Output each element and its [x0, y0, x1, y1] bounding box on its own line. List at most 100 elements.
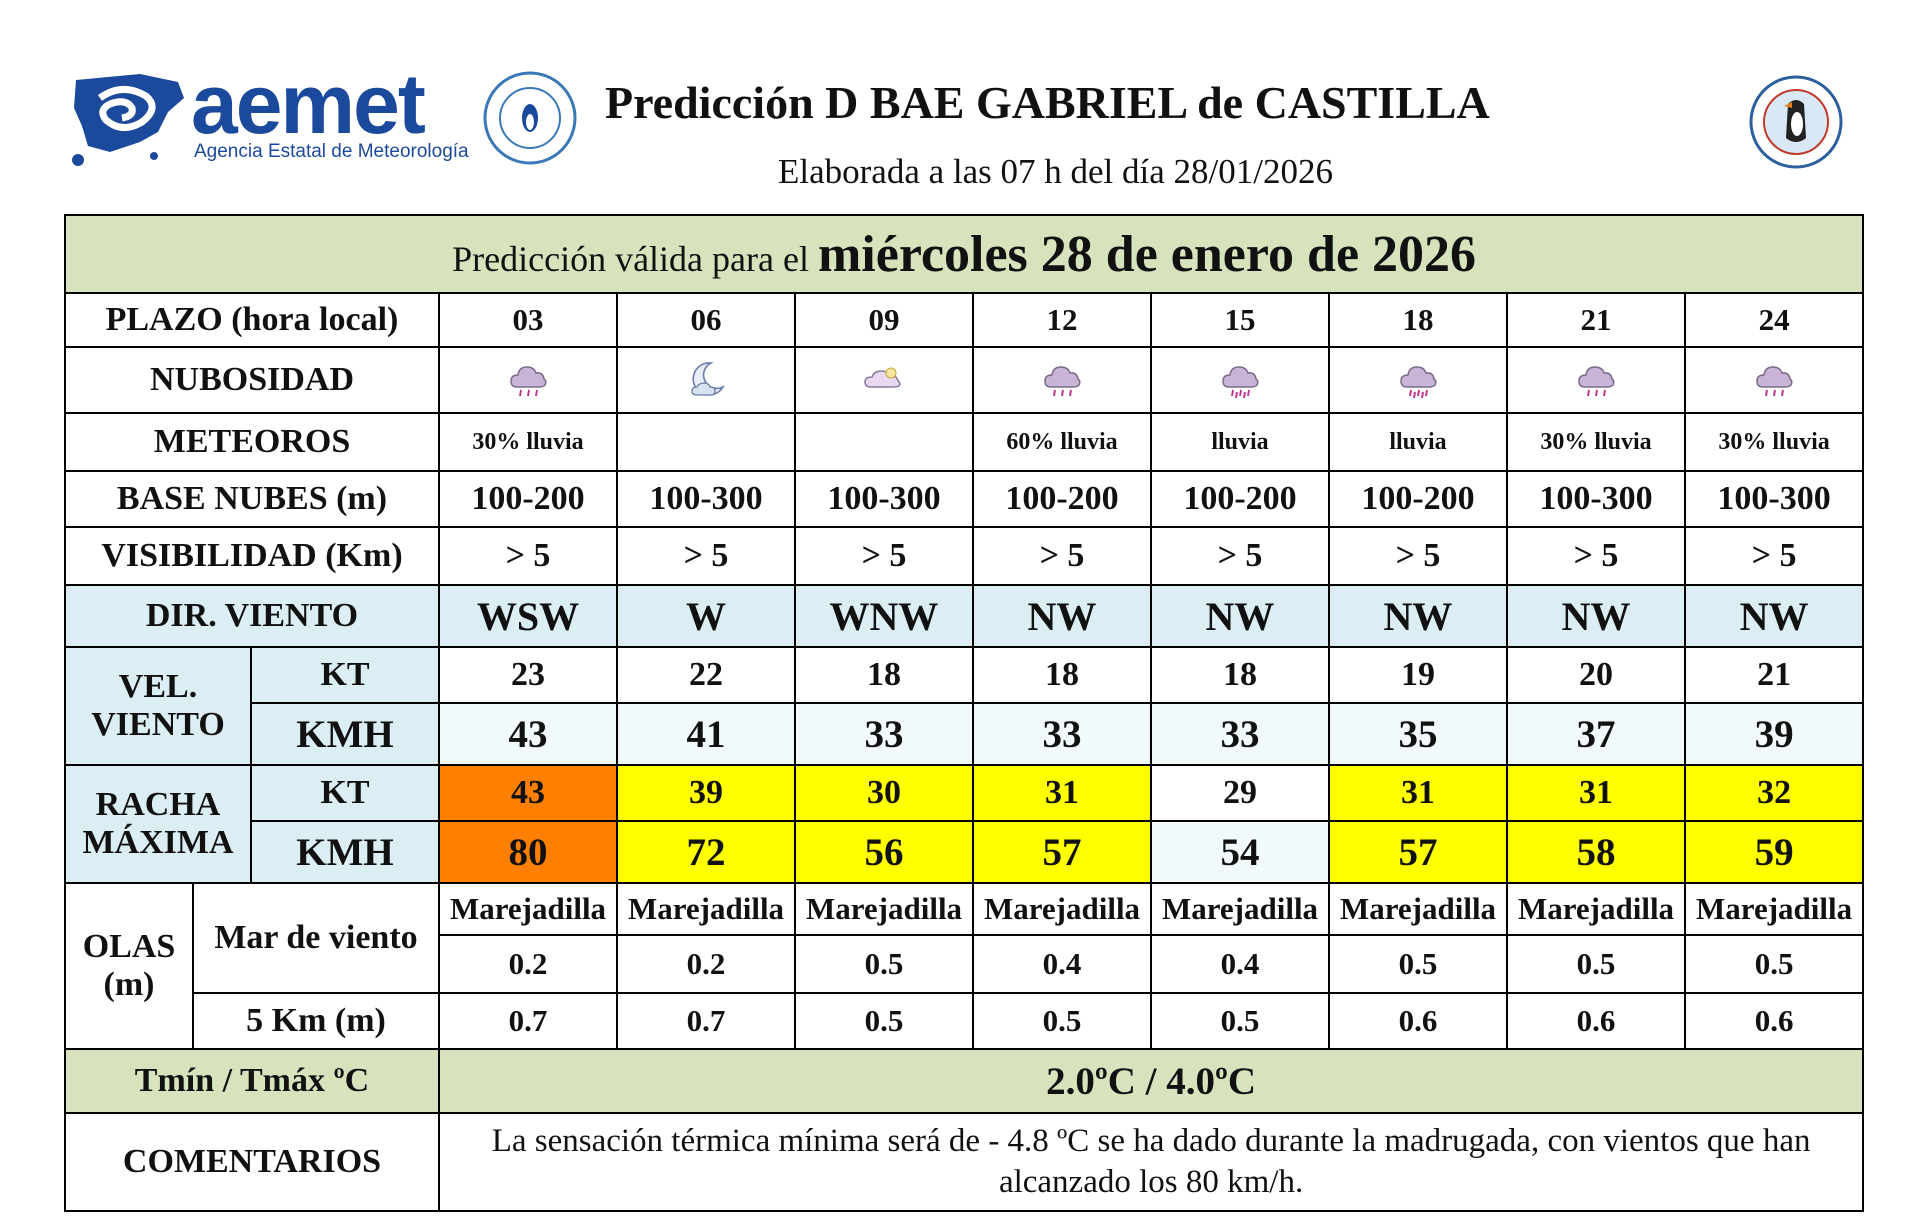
validity-date: miércoles 28 de enero de 2026: [817, 225, 1477, 283]
nubosidad-label: NUBOSIDAD: [64, 346, 440, 414]
cloud-icon: [797, 357, 971, 403]
cinco-km-value-cell: 0.5: [972, 992, 1152, 1050]
cinco-km-value-cell: 0.6: [1683, 992, 1865, 1050]
cinco-km-value-cell: 0.7: [438, 992, 618, 1050]
base-nubes-cell: 100-300: [616, 470, 796, 528]
meteoros-cell: [616, 412, 796, 472]
cloud-rain-icon: [975, 357, 1149, 403]
vel-kmh-cell: 39: [1683, 702, 1865, 766]
racha-kt-cell: 31: [972, 764, 1152, 822]
cloud-cell: [438, 346, 618, 414]
cloud-heavy-rain-icon: [1331, 357, 1505, 403]
vel-label-line1: VEL.: [118, 668, 198, 705]
cloud-heavy-rain-icon: [1153, 357, 1327, 403]
cinco-km-value-cell: 0.6: [1328, 992, 1508, 1050]
hour-cell: 18: [1328, 292, 1508, 348]
mar-viento-value-cell: 0.5: [1328, 934, 1508, 994]
meteoros-cell: 30% lluvia: [1506, 412, 1686, 472]
racha-kt-cell: 31: [1328, 764, 1508, 822]
mar-viento-value-cell: 0.5: [1683, 934, 1865, 994]
racha-kmh-label: KMH: [250, 820, 440, 884]
visibilidad-cell: > 5: [616, 526, 796, 586]
vel-kt-cell: 18: [1150, 646, 1330, 704]
mar-viento-cell: Marejadilla: [1506, 882, 1686, 936]
racha-kt-cell: 32: [1683, 764, 1865, 822]
visibilidad-cell: > 5: [972, 526, 1152, 586]
temperature-value: 2.0ºC / 4.0ºC: [437, 1048, 1865, 1114]
vel-viento-label: VEL. VIENTO: [64, 646, 252, 766]
mar-viento-value-cell: 0.2: [616, 934, 796, 994]
racha-label-line2: MÁXIMA: [82, 824, 234, 861]
validity-banner: Predicción válida para el miércoles 28 d…: [63, 214, 1865, 294]
olas-label-line1: OLAS: [82, 928, 176, 965]
mar-viento-value-cell: 0.5: [794, 934, 974, 994]
vel-kmh-cell: 33: [794, 702, 974, 766]
cloud-rain-icon: [441, 357, 615, 403]
cloud-cell: [1683, 346, 1865, 414]
vel-kmh-cell: 41: [616, 702, 796, 766]
meteoros-cell: 30% lluvia: [438, 412, 618, 472]
racha-kmh-cell: 72: [616, 820, 796, 884]
racha-kt-cell: 30: [794, 764, 974, 822]
vel-label-line2: VIENTO: [91, 706, 225, 743]
base-nubes-label: BASE NUBES (m): [64, 470, 440, 528]
cloud-cell: [794, 346, 974, 414]
cloud-rain-icon: [1509, 357, 1683, 403]
racha-kt-cell: 43: [438, 764, 618, 822]
racha-label: RACHA MÁXIMA: [64, 764, 252, 884]
temp-label: Tmín / Tmáx ºC: [64, 1048, 440, 1114]
dir-viento-label: DIR. VIENTO: [64, 584, 440, 648]
meteoros-cell: 30% lluvia: [1683, 412, 1865, 472]
mar-viento-cell: Marejadilla: [1683, 882, 1865, 936]
hour-cell: 15: [1150, 292, 1330, 348]
base-nubes-cell: 100-200: [972, 470, 1152, 528]
hour-cell: 06: [616, 292, 796, 348]
meteoros-cell: lluvia: [1328, 412, 1508, 472]
racha-kmh-cell: 56: [794, 820, 974, 884]
base-nubes-cell: 100-200: [1328, 470, 1508, 528]
dir-viento-cell: NW: [1506, 584, 1686, 648]
vel-kmh-cell: 37: [1506, 702, 1686, 766]
cinco-km-value-cell: 0.6: [1506, 992, 1686, 1050]
mar-viento-value-cell: 0.4: [1150, 934, 1330, 994]
visibilidad-cell: > 5: [1150, 526, 1330, 586]
base-nubes-cell: 100-300: [1506, 470, 1686, 528]
vel-kmh-cell: 33: [1150, 702, 1330, 766]
hour-cell: 21: [1506, 292, 1686, 348]
base-nubes-cell: 100-200: [438, 470, 618, 528]
racha-kt-cell: 39: [616, 764, 796, 822]
aemet-map-icon: [72, 74, 184, 166]
aemet-logo: aemet Agencia Estatal de Meteorología: [70, 62, 470, 173]
racha-label-line1: RACHA: [95, 786, 221, 823]
racha-kmh-cell: 54: [1150, 820, 1330, 884]
mar-viento-cell: Marejadilla: [616, 882, 796, 936]
dir-viento-cell: NW: [1150, 584, 1330, 648]
cloud-rain-icon: [1687, 357, 1861, 403]
mar-viento-value-cell: 0.2: [438, 934, 618, 994]
cloud-cell: [1328, 346, 1508, 414]
racha-kt-cell: 31: [1506, 764, 1686, 822]
racha-kt-cell: 29: [1150, 764, 1330, 822]
mar-viento-cell: Marejadilla: [972, 882, 1152, 936]
hour-cell: 09: [794, 292, 974, 348]
page-title: Predicción D BAE GABRIEL de CASTILLA: [605, 77, 1490, 128]
cinco-km-value-cell: 0.5: [1150, 992, 1330, 1050]
mar-viento-cell: Marejadilla: [1150, 882, 1330, 936]
vel-kt-cell: 23: [438, 646, 618, 704]
vel-kmh-cell: 33: [972, 702, 1152, 766]
cloud-cell: [616, 346, 796, 414]
mar-viento-cell: Marejadilla: [1328, 882, 1508, 936]
mar-viento-value-cell: 0.4: [972, 934, 1152, 994]
comentarios-label: COMENTARIOS: [64, 1112, 440, 1212]
dir-viento-cell: NW: [1328, 584, 1508, 648]
racha-kt-label: KT: [250, 764, 440, 822]
vel-kt-cell: 19: [1328, 646, 1508, 704]
vel-kt-cell: 20: [1506, 646, 1686, 704]
vel-kt-label: KT: [250, 646, 440, 704]
visibilidad-label: VISIBILIDAD (Km): [64, 526, 440, 586]
racha-kmh-cell: 58: [1506, 820, 1686, 884]
olas-label: OLAS (m): [64, 882, 194, 1050]
racha-kmh-cell: 57: [1328, 820, 1508, 884]
mar-viento-value-cell: 0.5: [1506, 934, 1686, 994]
olas-label-line2: (m): [103, 966, 155, 1003]
